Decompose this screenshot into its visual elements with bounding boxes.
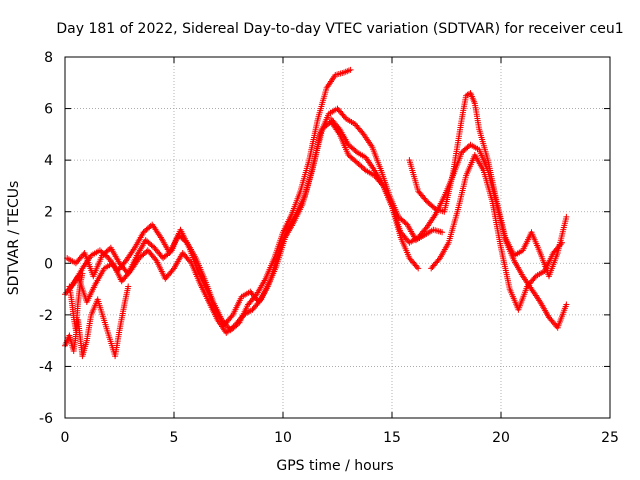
data-point — [557, 241, 564, 248]
data-point — [439, 229, 446, 236]
series-track-4 — [328, 115, 570, 331]
series-track-6 — [428, 152, 565, 313]
data-point — [423, 198, 430, 205]
data-point — [148, 242, 155, 249]
data-series — [62, 66, 570, 360]
series-track-7 — [62, 283, 132, 360]
data-point — [346, 153, 353, 160]
y-tick-label: 6 — [44, 102, 53, 118]
y-axis-label: SDTVAR / TECUs — [6, 181, 22, 296]
chart-title: Day 181 of 2022, Sidereal Day-to-day VTE… — [56, 21, 623, 37]
y-tick-label: 2 — [44, 205, 53, 221]
series-track-3 — [66, 118, 422, 336]
axis-ticks: 0 5 10 15 20 25 -6 -4 -2 0 2 4 6 8 — [39, 50, 619, 446]
y-tick-label: -4 — [39, 359, 53, 375]
x-tick-label: 0 — [61, 430, 70, 446]
x-axis-label: GPS time / hours — [276, 458, 393, 474]
y-tick-label: -2 — [39, 308, 53, 324]
data-point — [104, 247, 111, 254]
data-point — [142, 237, 149, 244]
data-point — [401, 219, 408, 225]
series-line — [66, 107, 443, 327]
data-point — [352, 148, 359, 155]
data-point — [352, 158, 359, 165]
data-point — [164, 251, 171, 258]
data-point — [79, 270, 86, 277]
data-point — [559, 239, 565, 246]
data-point — [125, 283, 132, 290]
data-point — [167, 248, 174, 255]
data-point — [358, 163, 365, 170]
x-tick-label: 20 — [492, 430, 510, 446]
data-point — [355, 161, 362, 167]
grid — [65, 57, 610, 418]
y-tick-label: 0 — [44, 256, 53, 272]
x-tick-label: 10 — [274, 430, 292, 446]
data-point — [415, 265, 422, 272]
x-tick-label: 15 — [383, 430, 401, 446]
data-point — [349, 145, 356, 152]
y-tick-label: 4 — [44, 153, 53, 169]
data-point — [96, 247, 103, 254]
data-point — [458, 149, 465, 156]
data-point — [140, 251, 147, 258]
data-point — [230, 323, 237, 330]
data-point — [102, 250, 108, 256]
data-point — [320, 124, 327, 131]
data-point — [250, 305, 257, 312]
data-point — [563, 213, 570, 220]
data-point — [464, 144, 471, 151]
x-tick-label: 5 — [170, 430, 179, 446]
x-tick-label: 25 — [601, 430, 619, 446]
series-track-2 — [64, 105, 446, 329]
data-point — [563, 301, 570, 308]
data-point — [143, 226, 150, 233]
data-point — [413, 264, 420, 270]
y-tick-label: 8 — [44, 50, 53, 66]
data-point — [228, 313, 235, 320]
data-point — [146, 224, 153, 231]
series-track-8 — [66, 270, 86, 334]
data-point — [347, 66, 354, 73]
y-tick-label: -6 — [39, 411, 53, 427]
series-line — [68, 120, 419, 334]
series-line — [330, 118, 567, 329]
data-point — [224, 328, 231, 335]
data-point — [426, 201, 433, 207]
data-point — [361, 166, 368, 173]
plot-frame — [64, 56, 611, 419]
